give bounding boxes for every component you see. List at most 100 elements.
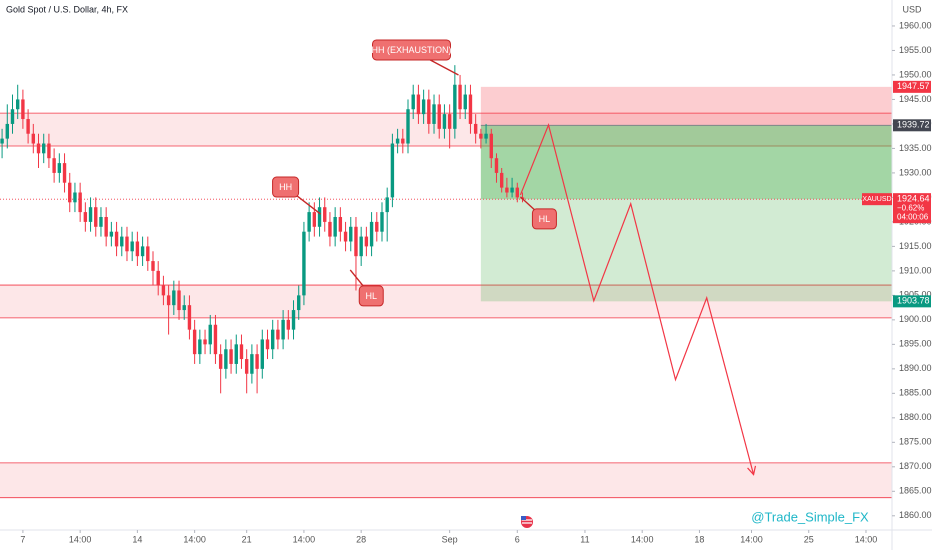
y-tick-label: 1955.00 xyxy=(899,45,932,55)
candle-body xyxy=(479,133,483,139)
candle-body xyxy=(224,349,228,369)
y-tick-label: 1900.00 xyxy=(899,314,932,324)
candle-body xyxy=(489,133,493,159)
candle-body xyxy=(52,158,56,173)
y-tick-label: 1885.00 xyxy=(899,388,932,398)
candle-body xyxy=(307,212,311,232)
bar-countdown: 04:00:06 xyxy=(897,212,929,221)
candle-body xyxy=(421,99,426,115)
currency: USD xyxy=(902,4,922,14)
candle-body xyxy=(447,114,452,129)
candle-body xyxy=(375,221,379,232)
candle-body xyxy=(47,143,51,159)
x-tick-label: 25 xyxy=(804,534,814,544)
candle-body xyxy=(244,359,249,374)
candle-body xyxy=(317,207,322,227)
x-tick-label: 14:00 xyxy=(740,534,763,544)
last-price: 1924.64 xyxy=(897,194,930,204)
candle-body xyxy=(36,143,41,154)
x-tick-label: 6 xyxy=(515,534,520,544)
zone xyxy=(0,285,892,318)
candle-body xyxy=(187,305,192,330)
candle-body xyxy=(83,212,88,222)
candle-body xyxy=(0,138,4,144)
candle-body xyxy=(302,231,306,296)
candle-body xyxy=(458,84,462,110)
target-price-bg xyxy=(893,295,931,308)
candle-body xyxy=(161,285,166,296)
candle-body xyxy=(166,295,171,306)
candle-body xyxy=(151,261,155,271)
candle-body xyxy=(260,339,264,369)
y-tick-label: 1950.00 xyxy=(899,69,932,79)
candle-body xyxy=(73,192,77,203)
x-tick-label: 14:00 xyxy=(631,534,654,544)
y-tick-label: 1895.00 xyxy=(899,339,932,349)
candle-body xyxy=(31,133,36,144)
candle-body xyxy=(172,290,176,306)
candle-body xyxy=(140,246,145,257)
entry-price: 1939.72 xyxy=(897,120,930,130)
candle-body xyxy=(505,187,509,193)
candle-body xyxy=(265,339,270,350)
candle-body xyxy=(94,207,98,227)
candle-body xyxy=(312,212,317,227)
zone xyxy=(0,462,892,498)
candle-body xyxy=(437,104,441,129)
candle-body xyxy=(291,310,296,330)
watermark: @Trade_Simple_FX xyxy=(751,509,869,524)
candle-body xyxy=(390,143,395,198)
candle-body xyxy=(297,295,301,311)
chart-title: Gold Spot / U.S. Dollar, 4h, FX xyxy=(6,4,128,14)
candle-body xyxy=(130,241,134,252)
y-tick-label: 1905.00 xyxy=(899,290,932,300)
candle-body xyxy=(104,216,108,237)
y-tick-label: 1865.00 xyxy=(899,486,932,496)
candle-body xyxy=(499,172,504,188)
candle-body xyxy=(229,349,233,364)
stop-price: 1947.57 xyxy=(897,81,930,91)
x-tick-label: 14 xyxy=(132,534,142,544)
candle-body xyxy=(416,94,421,115)
x-tick-label: 18 xyxy=(694,534,704,544)
candle-body xyxy=(328,221,332,237)
profit-progress xyxy=(480,125,892,200)
x-tick-label: 21 xyxy=(242,534,252,544)
callout-box xyxy=(371,39,451,61)
callout-text: HH xyxy=(279,182,292,192)
candle-body xyxy=(463,94,467,110)
candle-body xyxy=(286,319,291,330)
candle-body xyxy=(364,236,369,247)
candle-body xyxy=(62,163,67,183)
candle-body xyxy=(343,231,348,242)
y-tick-label: 1910.00 xyxy=(899,265,932,275)
candle-body xyxy=(255,354,259,369)
symbol-bg xyxy=(862,193,892,206)
candle-body xyxy=(57,163,62,173)
callout-text: HH (EXHAUSTION) xyxy=(371,45,451,55)
projection-arrowhead xyxy=(747,465,757,476)
projection-line xyxy=(519,122,755,475)
candle-body xyxy=(427,99,431,124)
candle-body xyxy=(432,104,436,124)
candle-body xyxy=(349,226,353,242)
pane: HH (EXHAUSTION) HH HL HL xyxy=(0,39,892,499)
last-price-bg xyxy=(893,193,931,224)
x-tick-label: 14:00 xyxy=(293,534,316,544)
candle-body xyxy=(380,212,384,232)
candle-body xyxy=(354,226,358,257)
candle-body xyxy=(385,197,389,213)
candle-body xyxy=(323,207,327,222)
candle-body xyxy=(473,123,478,134)
candle-body xyxy=(484,133,488,139)
flag-icon xyxy=(521,516,533,528)
y-tick-label: 1890.00 xyxy=(899,363,932,373)
candle-body xyxy=(395,138,400,144)
candle-body xyxy=(510,187,514,193)
x-tick-label: 7 xyxy=(20,534,25,544)
candle-body xyxy=(369,221,374,247)
candle-body xyxy=(26,119,30,134)
candle-body xyxy=(333,216,337,237)
candle-body xyxy=(198,339,202,355)
